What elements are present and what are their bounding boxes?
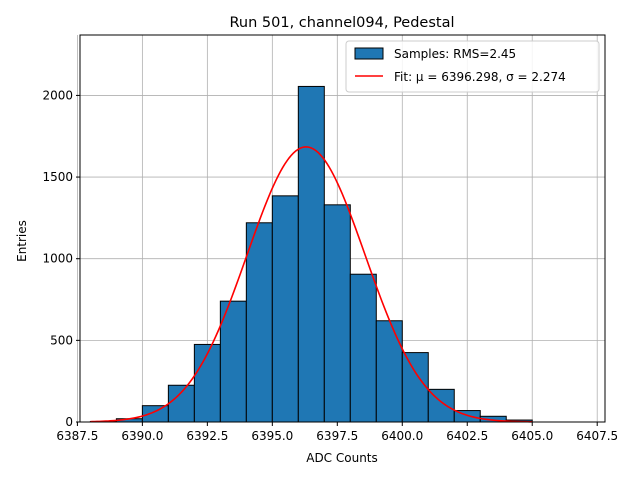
histogram-bar bbox=[271, 195, 299, 423]
y-axis-label: Entries bbox=[15, 220, 29, 262]
fit-curve-layer bbox=[90, 146, 533, 423]
x-tick-label: 6395.0 bbox=[251, 429, 293, 443]
x-tick-label: 6392.5 bbox=[186, 429, 228, 443]
legend-entry-fit: Fit: μ = 6396.298, σ = 2.274 bbox=[394, 70, 566, 84]
histogram-bar bbox=[323, 204, 351, 423]
histogram-bar bbox=[401, 352, 429, 423]
x-tick-label: 6407.5 bbox=[576, 429, 618, 443]
y-tick-label: 0 bbox=[65, 415, 73, 429]
x-tick-label: 6397.5 bbox=[316, 429, 358, 443]
legend-histogram-swatch bbox=[354, 47, 384, 60]
x-tick-label: 6405.0 bbox=[511, 429, 553, 443]
x-tick-label: 6390.0 bbox=[121, 429, 163, 443]
y-tick-label: 500 bbox=[50, 333, 73, 347]
plot-frame bbox=[79, 34, 606, 423]
y-axis-ticks: 0 500 1000 1500 2000 bbox=[42, 88, 80, 429]
x-tick-label: 6402.5 bbox=[446, 429, 488, 443]
y-tick-label: 2000 bbox=[42, 88, 73, 102]
y-tick-label: 1000 bbox=[42, 252, 73, 266]
x-axis-label: ADC Counts bbox=[306, 451, 378, 465]
legend-entry-samples: Samples: RMS=2.45 bbox=[394, 47, 516, 61]
x-tick-label: 6400.0 bbox=[381, 429, 423, 443]
histogram-bar bbox=[219, 300, 247, 423]
x-axis-ticks: 6387.5 6390.0 6392.5 6395.0 6397.5 6400.0 6402… bbox=[56, 422, 618, 443]
histogram-bar bbox=[349, 273, 377, 423]
histogram-bar bbox=[193, 343, 221, 423]
legend-box bbox=[345, 40, 600, 93]
histogram-bar bbox=[167, 384, 195, 423]
gaussian-fit-curve bbox=[90, 146, 533, 423]
x-tick-label: 6387.5 bbox=[56, 429, 98, 443]
chart-title: Run 501, channel094, Pedestal bbox=[229, 15, 454, 31]
histogram-bar bbox=[245, 222, 273, 423]
y-tick-label: 1500 bbox=[42, 170, 73, 184]
histogram-bar bbox=[375, 320, 403, 423]
histogram-bar bbox=[297, 85, 325, 423]
histogram-bar bbox=[141, 405, 169, 423]
legend: Samples: RMS=2.45 Fit: μ = 6396.298, σ =… bbox=[345, 40, 600, 93]
